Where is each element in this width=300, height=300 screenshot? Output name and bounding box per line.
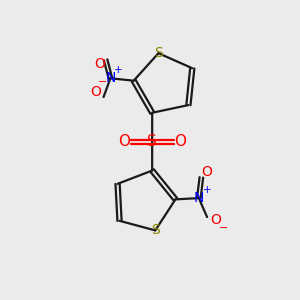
- Text: N: N: [194, 191, 204, 205]
- Text: −: −: [98, 77, 108, 87]
- Text: +: +: [203, 185, 212, 195]
- Text: O: O: [91, 85, 101, 99]
- Text: S: S: [151, 224, 160, 237]
- Text: O: O: [174, 134, 186, 149]
- Text: O: O: [210, 213, 221, 227]
- Text: O: O: [94, 57, 105, 71]
- Text: O: O: [118, 134, 130, 149]
- Text: O: O: [201, 165, 212, 179]
- Text: +: +: [114, 65, 122, 75]
- Text: N: N: [105, 71, 116, 85]
- Text: −: −: [219, 224, 228, 233]
- Text: S: S: [154, 46, 163, 60]
- Text: S: S: [147, 134, 157, 149]
